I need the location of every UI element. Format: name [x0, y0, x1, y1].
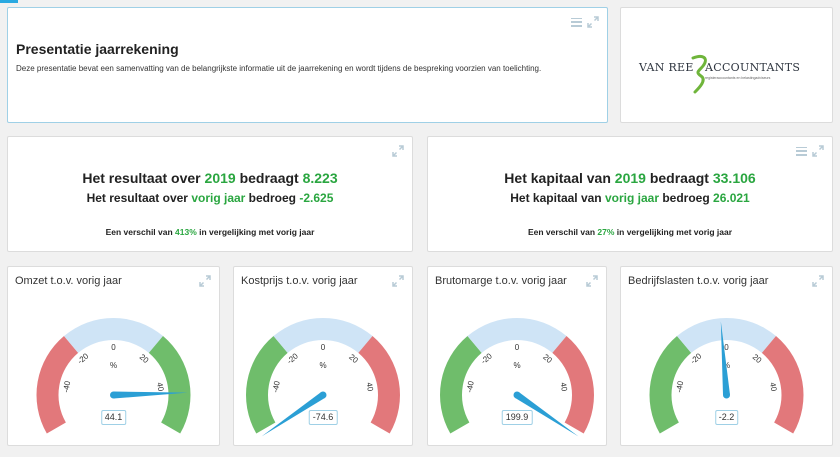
gauge-tick-label: -40	[465, 380, 476, 393]
gauge-tick-label: 20	[541, 352, 554, 365]
panel-tools	[812, 275, 824, 287]
gauge-panel-brutomarge: -40 -20 0 20 40% Brutomarge t.o.v. vorig jaa…	[427, 266, 607, 446]
gauge-title: Kostprijs t.o.v. vorig jaar	[241, 275, 358, 287]
gauge-band-high	[148, 336, 191, 434]
gauge-pivot	[110, 391, 117, 399]
resultaat-current: Het resultaat over 2019 bedraagt 8.223	[82, 170, 338, 186]
panel-tools	[392, 145, 404, 157]
gauge-pivot	[319, 391, 327, 399]
gauge-tick-label: -20	[76, 351, 91, 366]
expand-icon[interactable]	[812, 275, 824, 287]
gauge-band-high	[552, 336, 594, 434]
gauge-tick-label: 20	[138, 352, 151, 365]
kapitaal-current: Het kapitaal van 2019 bedraagt 33.106	[504, 170, 756, 186]
panel-tools	[571, 16, 599, 28]
gauge-tick-label: -20	[689, 351, 704, 366]
gauge-tick-label: -40	[674, 380, 685, 393]
gauge-tick-label: -40	[271, 380, 282, 393]
logo-panel: VAN REE ACCOUNTANTS registeraccountants …	[620, 7, 833, 123]
gauge-band-low	[246, 336, 288, 434]
gauge-band-low	[440, 336, 482, 434]
panel-tools	[586, 275, 598, 287]
kapitaal-previous: Het kapitaal van vorig jaar bedroeg 26.0…	[510, 191, 750, 205]
resultaat-panel: Het resultaat over 2019 bedraagt 8.223 H…	[7, 136, 413, 252]
gauge-panel-bedrijfslasten: -40 -20 0 20 40% Bedrijfslasten t.o.v. vorig…	[620, 266, 833, 446]
menu-icon[interactable]	[571, 17, 582, 27]
gauge-tick-label: 40	[364, 382, 375, 393]
gauge-band-mid	[64, 318, 163, 353]
expand-icon[interactable]	[392, 145, 404, 157]
gauge-band-mid	[467, 318, 567, 353]
gauge-tick-label: 20	[347, 352, 360, 365]
gauge-value-readout: -2.2	[714, 410, 739, 425]
resultaat-previous: Het resultaat over vorig jaar bedroeg -2…	[86, 191, 334, 205]
gauge-tick-label: -20	[479, 351, 494, 366]
gauge-needle	[261, 392, 325, 437]
top-accent-bar	[0, 0, 18, 3]
gauge-needle	[113, 391, 188, 399]
gauge-tick-label: 0	[111, 343, 116, 352]
gauge-tick-label: -20	[285, 351, 300, 366]
gauge-title: Omzet t.o.v. vorig jaar	[15, 275, 122, 287]
gauge-band-low	[36, 336, 79, 434]
gauge-chart: -40 -20 0 20 40%	[246, 318, 400, 437]
company-logo: VAN REE ACCOUNTANTS registeraccountants …	[639, 52, 801, 96]
gauge-chart: -40 -20 0 20 40%	[36, 318, 191, 434]
gauge-panel-kostprijs: -40 -20 0 20 40% Kostprijs t.o.v. vorig jaar…	[233, 266, 413, 446]
gauge-needle	[515, 392, 579, 437]
panel-tools	[392, 275, 404, 287]
menu-icon[interactable]	[796, 146, 807, 156]
gauge-tick-label: -40	[61, 380, 72, 393]
gauge-unit: %	[319, 361, 326, 370]
gauge-pivot	[723, 391, 730, 399]
gauge-band-low	[649, 336, 692, 434]
gauge-band-high	[358, 336, 400, 434]
gauge-panel-omzet: -40 -20 0 20 40% Omzet t.o.v. vorig jaar 44.…	[7, 266, 220, 446]
gauge-title: Brutomarge t.o.v. vorig jaar	[435, 275, 567, 287]
expand-icon[interactable]	[392, 275, 404, 287]
gauge-chart: -40 -20 0 20 40%	[649, 318, 804, 434]
gauge-tick-label: 40	[558, 382, 569, 393]
gauge-tick-label: 40	[155, 382, 166, 393]
intro-title: Presentatie jaarrekening	[16, 41, 179, 57]
gauge-value-readout: 199.9	[501, 410, 533, 425]
logo-tagline: registeraccountants en belastingadviseur…	[705, 76, 771, 80]
expand-icon[interactable]	[587, 16, 599, 28]
expand-icon[interactable]	[199, 275, 211, 287]
gauge-tick-label: 0	[515, 343, 520, 352]
logo-text-van-ree: VAN REE	[639, 61, 694, 74]
gauge-needle	[720, 321, 730, 396]
gauge-tick-label: 20	[751, 352, 764, 365]
gauge-band-high	[761, 336, 804, 434]
expand-icon[interactable]	[812, 145, 824, 157]
gauge-unit: %	[723, 361, 730, 370]
intro-description: Deze presentatie bevat een samenvatting …	[16, 64, 542, 73]
panel-tools	[796, 145, 824, 157]
gauge-value-readout: 44.1	[100, 410, 127, 425]
gauge-unit: %	[110, 361, 117, 370]
expand-icon[interactable]	[586, 275, 598, 287]
gauge-band-mid	[677, 318, 776, 353]
gauge-band-mid	[273, 318, 373, 353]
gauge-value-readout: -74.6	[308, 410, 338, 425]
gauge-pivot	[513, 391, 521, 399]
gauge-chart: -40 -20 0 20 40%	[440, 318, 594, 437]
gauge-tick-label: 40	[768, 382, 779, 393]
gauge-tick-label: 0	[321, 343, 326, 352]
resultaat-difference: Een verschil van 413% in vergelijking me…	[105, 227, 315, 237]
kapitaal-difference: Een verschil van 27% in vergelijking met…	[527, 227, 733, 237]
logo-swoosh-icon	[691, 54, 707, 94]
intro-panel: Presentatie jaarrekening Deze presentati…	[7, 7, 608, 123]
kapitaal-panel: Het kapitaal van 2019 bedraagt 33.106 He…	[427, 136, 833, 252]
logo-text-accountants: ACCOUNTANTS	[705, 61, 801, 74]
gauge-title: Bedrijfslasten t.o.v. vorig jaar	[628, 275, 769, 287]
gauge-unit: %	[513, 361, 520, 370]
gauge-tick-label: 0	[724, 343, 729, 352]
panel-tools	[199, 275, 211, 287]
